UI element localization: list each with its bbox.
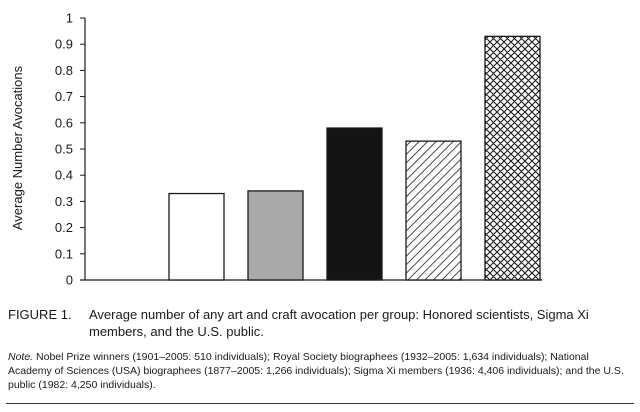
bar-chart: 0 0.1 0.2 0.3 0.4 0.5 0.6 0.7 0.8 0.9 1 Average Nu… — [10, 11, 542, 288]
figure-note: Note. Nobel Prize winners (1901–2005: 51… — [8, 350, 632, 392]
bar-5 — [484, 35, 541, 281]
y-tick-label: 0.7 — [55, 89, 73, 104]
y-tick-label: 0.5 — [55, 142, 73, 157]
bar-4 — [405, 140, 462, 281]
bar-2 — [247, 190, 304, 281]
bottom-rule — [6, 403, 634, 404]
figure-label: FIGURE 1. — [8, 307, 72, 322]
y-tick-label: 0.3 — [55, 194, 73, 209]
y-tick-label: 0.6 — [55, 115, 73, 130]
y-tick-label: 0.2 — [55, 220, 73, 235]
chart-bars — [168, 35, 541, 281]
y-tick-label: 0 — [66, 273, 73, 288]
bar-3 — [326, 127, 383, 281]
chart-axes: 0 0.1 0.2 0.3 0.4 0.5 0.6 0.7 0.8 0.9 1 — [55, 11, 542, 288]
note-label: Note. — [8, 351, 34, 363]
y-tick-label: 0.4 — [55, 168, 73, 183]
y-tick-label: 0.1 — [55, 246, 73, 261]
y-tick-label: 0.9 — [55, 37, 73, 52]
y-tick-label: 0.8 — [55, 63, 73, 78]
y-axis-title: Average Number Avocations — [10, 65, 25, 230]
note-text: Nobel Prize winners (1901–2005: 510 indi… — [8, 351, 624, 391]
bar-1 — [168, 192, 225, 281]
y-tick-label: 1 — [66, 11, 73, 26]
figure-caption-text: Average number of any art and craft avoc… — [89, 307, 589, 339]
